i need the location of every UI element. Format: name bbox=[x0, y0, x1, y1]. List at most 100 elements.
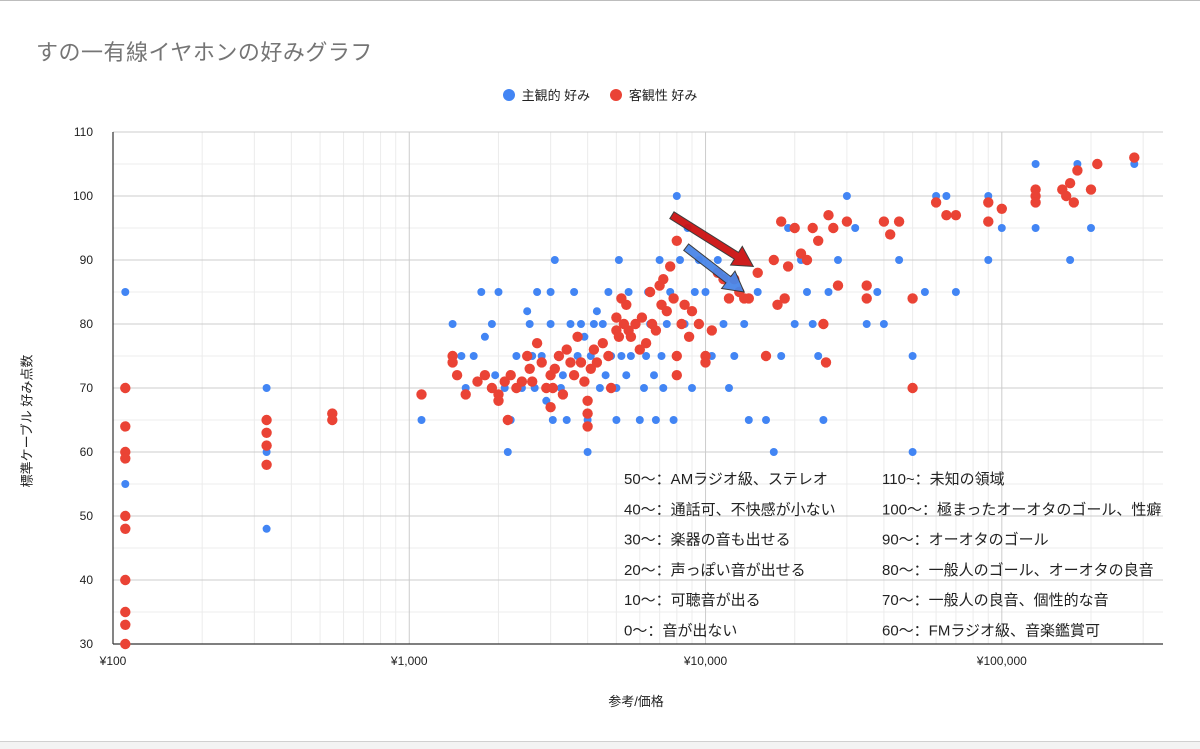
point-subjective bbox=[487, 320, 496, 328]
point-objective bbox=[582, 395, 593, 406]
point-objective bbox=[776, 216, 787, 227]
point-objective bbox=[120, 638, 131, 650]
point-objective bbox=[120, 382, 131, 394]
annotation-right: 100～：極まったオーオタのゴール、性癖 bbox=[882, 500, 1161, 518]
point-objective bbox=[447, 357, 458, 368]
point-subjective bbox=[503, 448, 512, 456]
point-subjective bbox=[1031, 160, 1040, 168]
point-objective bbox=[120, 523, 131, 534]
point-subjective bbox=[730, 352, 739, 360]
point-objective bbox=[120, 510, 131, 522]
point-subjective bbox=[601, 371, 610, 380]
point-objective bbox=[636, 312, 648, 323]
point-objective bbox=[1068, 197, 1080, 208]
point-subjective bbox=[659, 384, 668, 392]
point-subjective bbox=[617, 352, 626, 360]
point-objective bbox=[700, 350, 711, 362]
point-objective bbox=[120, 619, 131, 630]
point-subjective bbox=[808, 320, 817, 328]
annotation-right: 60～：FMラジオ級、音楽鑑賞可 bbox=[882, 623, 1100, 640]
point-objective bbox=[907, 382, 918, 394]
point-subjective bbox=[480, 332, 489, 341]
point-subjective bbox=[713, 256, 722, 264]
point-objective bbox=[545, 402, 556, 413]
y-tick-label: 90 bbox=[80, 253, 94, 267]
point-subjective bbox=[595, 384, 604, 392]
point-subjective bbox=[662, 320, 671, 328]
point-objective bbox=[768, 254, 779, 266]
point-subjective bbox=[920, 288, 929, 296]
point-subjective bbox=[1031, 224, 1040, 232]
chart-title: すの一有線イヤホンの好みグラフ bbox=[36, 41, 373, 66]
legend-marker-subjective bbox=[502, 89, 515, 101]
point-subjective bbox=[583, 448, 592, 456]
point-objective bbox=[557, 389, 569, 400]
annotation-right: 110~：未知の領域 bbox=[882, 471, 1005, 488]
point-subjective bbox=[525, 320, 534, 328]
point-subjective bbox=[908, 352, 917, 360]
point-subjective bbox=[640, 384, 648, 392]
point-subjective bbox=[814, 352, 823, 360]
point-objective bbox=[588, 344, 600, 355]
point-objective bbox=[565, 357, 576, 368]
point-objective bbox=[613, 331, 625, 342]
point-subjective bbox=[469, 352, 478, 360]
point-objective bbox=[752, 267, 763, 278]
point-objective bbox=[597, 338, 608, 349]
point-subjective bbox=[580, 332, 589, 341]
point-objective bbox=[579, 376, 590, 387]
point-objective bbox=[621, 299, 632, 310]
legend-marker-objective bbox=[609, 89, 622, 101]
annotation-left: 50～：AMラジオ級、ステレオ bbox=[624, 471, 828, 488]
point-objective bbox=[549, 363, 560, 374]
legend: 主観的 好み 客観性 好み bbox=[0, 85, 1200, 104]
point-objective bbox=[650, 325, 662, 336]
y-tick-label: 50 bbox=[80, 509, 94, 523]
point-objective bbox=[661, 306, 672, 317]
arrows bbox=[669, 211, 755, 293]
annotation-left: 20～：声っぽい音が出せる bbox=[624, 561, 806, 579]
point-objective bbox=[547, 382, 558, 394]
point-subjective bbox=[657, 352, 666, 360]
point-subjective bbox=[908, 448, 917, 456]
point-objective bbox=[807, 222, 818, 234]
point-subjective bbox=[121, 288, 130, 296]
point-subjective bbox=[1087, 224, 1095, 232]
point-objective bbox=[996, 203, 1007, 214]
point-objective bbox=[878, 216, 890, 227]
point-subjective bbox=[523, 307, 532, 316]
point-objective bbox=[536, 357, 547, 368]
point-subjective bbox=[550, 256, 559, 264]
point-subjective bbox=[622, 371, 631, 380]
point-objective bbox=[801, 254, 813, 266]
legend-item-objective[interactable]: 客観性 好み bbox=[609, 85, 697, 104]
point-objective bbox=[676, 318, 687, 330]
point-subjective bbox=[546, 320, 555, 328]
point-subjective bbox=[819, 416, 828, 424]
point-objective bbox=[683, 331, 695, 342]
point-objective bbox=[941, 210, 952, 221]
point-subjective bbox=[942, 192, 951, 200]
point-subjective bbox=[612, 416, 621, 424]
point-subjective bbox=[851, 224, 860, 232]
y-tick-label: 70 bbox=[80, 381, 94, 395]
series-objective bbox=[120, 152, 1140, 650]
point-subjective bbox=[1066, 256, 1075, 264]
point-objective bbox=[472, 376, 483, 387]
point-subjective bbox=[688, 384, 696, 392]
point-objective bbox=[416, 389, 427, 400]
point-subjective bbox=[604, 288, 613, 296]
legend-item-subjective[interactable]: 主観的 好み bbox=[502, 85, 590, 104]
point-objective bbox=[743, 293, 754, 304]
point-objective bbox=[818, 318, 829, 330]
point-objective bbox=[502, 414, 513, 426]
point-objective bbox=[885, 229, 896, 240]
point-objective bbox=[630, 318, 641, 330]
point-objective bbox=[841, 216, 853, 227]
point-objective bbox=[861, 280, 872, 291]
point-objective bbox=[605, 382, 617, 394]
point-objective bbox=[679, 299, 690, 310]
point-objective bbox=[1072, 165, 1083, 176]
point-objective bbox=[603, 350, 614, 362]
point-objective bbox=[893, 216, 905, 227]
